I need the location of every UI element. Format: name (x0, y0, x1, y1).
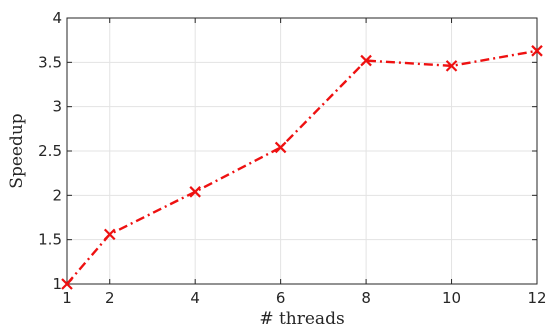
y-tick-label: 4 (52, 9, 62, 27)
x-axis-label: # threads (259, 309, 344, 329)
x-tick-label: 1 (62, 289, 72, 307)
marker-stroke (531, 45, 543, 57)
data-point-marker (103, 228, 116, 241)
x-tick-label: 8 (361, 289, 371, 307)
data-point-marker (531, 45, 543, 57)
y-axis-label: Speedup (7, 113, 27, 188)
marker-stroke (274, 141, 287, 154)
y-tick-label: 3 (52, 98, 62, 116)
x-tick-label: 6 (276, 289, 286, 307)
data-point-marker (61, 278, 73, 290)
series-line (66, 49, 538, 285)
marker-stroke (189, 186, 201, 198)
marker-stroke (61, 278, 73, 290)
data-point-marker (189, 186, 201, 198)
data-point-marker (274, 141, 287, 154)
data-point-marker (360, 54, 372, 67)
grid-lines (66, 17, 538, 285)
x-tick-label: 2 (105, 289, 115, 307)
y-tick-label: 2 (52, 186, 62, 204)
data-point-marker (445, 60, 458, 72)
y-tick-label: 1.5 (38, 231, 62, 249)
x-tick-label: 12 (527, 289, 546, 307)
marker-stroke (360, 54, 372, 67)
x-tick-label: 10 (442, 289, 461, 307)
marker-stroke (103, 228, 116, 241)
y-tick-label: 1 (52, 275, 62, 293)
series-layer (61, 45, 543, 290)
y-tick-label: 2.5 (38, 142, 62, 160)
marker-stroke (445, 60, 458, 72)
x-tick-label: 4 (190, 289, 200, 307)
y-tick-label: 3.5 (38, 53, 62, 71)
